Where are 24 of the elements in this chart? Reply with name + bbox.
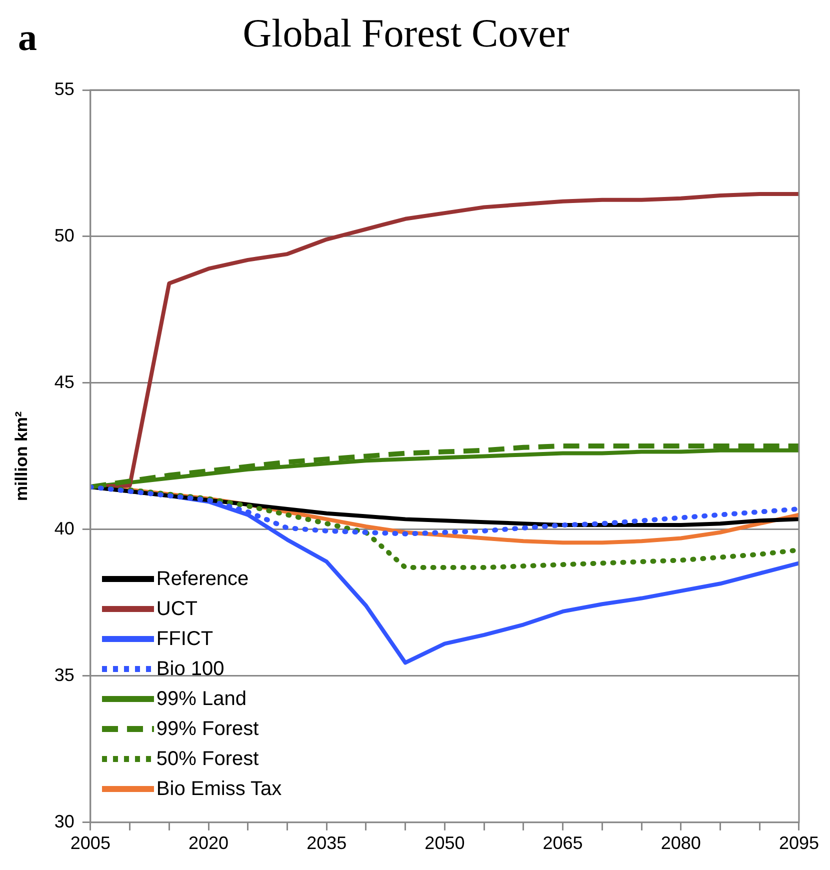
y-tick-label: 45: [54, 372, 74, 392]
x-tick-label: 2035: [306, 833, 347, 854]
legend-label: Reference: [156, 567, 249, 592]
chart-title: Global Forest Cover: [242, 10, 570, 56]
x-tick-label: 2095: [778, 833, 819, 854]
legend-label: 99% Land: [156, 687, 246, 712]
y-tick-label: 30: [54, 811, 74, 832]
x-tick-label: 2080: [660, 833, 701, 854]
legend-label: 99% Forest: [156, 717, 259, 742]
x-tick-label: 2020: [188, 833, 229, 854]
legend-label: UCT: [156, 597, 198, 622]
legend-label: 50% Forest: [156, 747, 259, 772]
legend-label: Bio Emiss Tax: [156, 777, 282, 802]
y-axis-title: million km²: [12, 410, 31, 502]
text: a: [18, 17, 37, 59]
y-tick-label: 35: [54, 664, 74, 685]
legend-label: FFICT: [156, 627, 214, 652]
y-tick-label: 40: [54, 518, 74, 538]
y-tick-label: 50: [54, 225, 74, 246]
y-tick-label: 55: [54, 78, 74, 99]
legend-label: Bio 100: [156, 657, 224, 682]
x-tick-label: 2005: [70, 833, 110, 854]
x-tick-label: 2065: [542, 833, 583, 854]
x-tick-label: 2050: [424, 833, 465, 854]
